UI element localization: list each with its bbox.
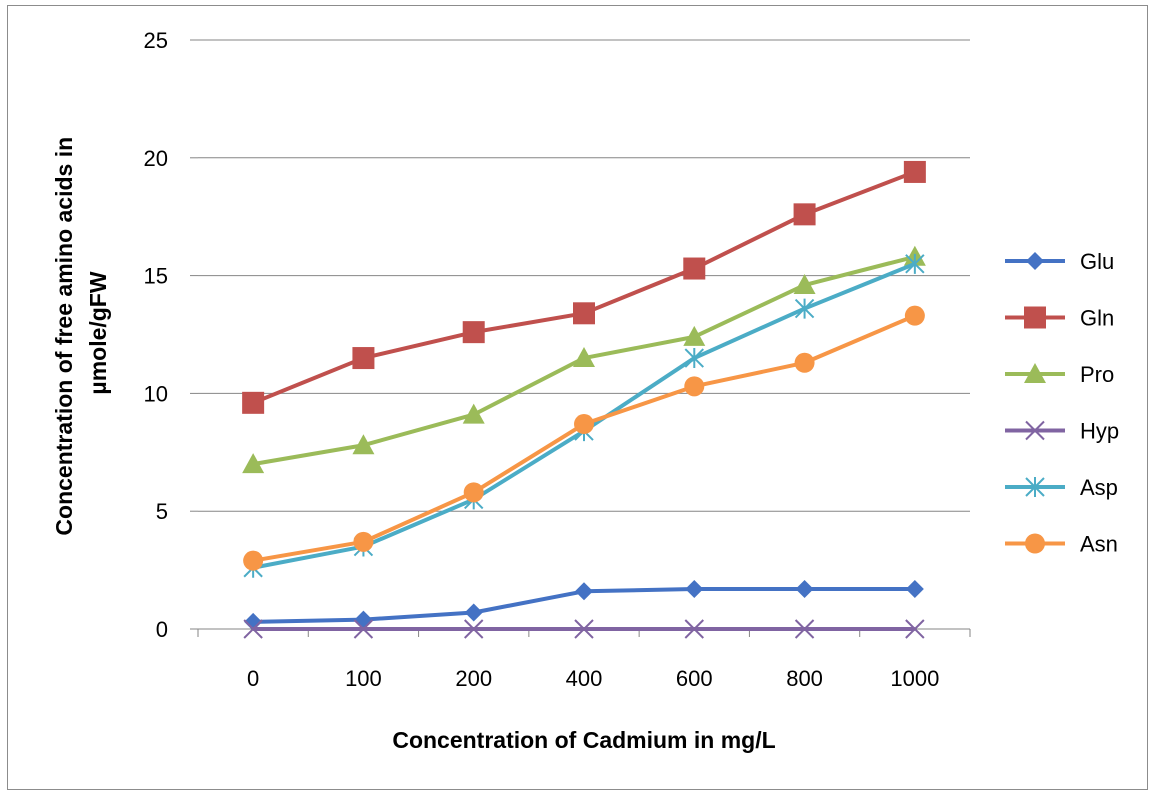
- data-point-asp: [905, 253, 925, 274]
- data-point-gln: [573, 302, 595, 325]
- legend-marker-asp: [1025, 477, 1045, 497]
- x-tick-label: 200: [455, 666, 492, 691]
- data-point-pro: [242, 453, 265, 474]
- x-tick-labels: 0 100 200 400 600 800 1000: [197, 629, 971, 691]
- data-point-gln: [352, 347, 375, 370]
- y-axis-title-line-2: µmole/gFW: [85, 271, 111, 394]
- y-tick-labels: 0 5 10 15 20 25: [144, 28, 168, 642]
- y-tick-label: 25: [144, 28, 168, 53]
- legend-item-asn: Asn: [1005, 532, 1118, 557]
- data-point-hyp: [905, 619, 925, 639]
- legend-label: Asn: [1080, 532, 1118, 557]
- data-point-hyp: [794, 619, 815, 639]
- series-lines: [242, 160, 926, 639]
- y-tick-label: 15: [144, 264, 168, 289]
- data-point-glu: [905, 579, 924, 598]
- x-tick-label: 800: [786, 666, 823, 691]
- legend-item-glu: Glu: [1005, 249, 1114, 274]
- legend-label: Glu: [1080, 249, 1114, 274]
- data-point-gln: [242, 391, 265, 414]
- data-point-asn: [684, 376, 705, 397]
- legend-marker-glu: [1026, 252, 1044, 270]
- x-tick-label: 0: [247, 666, 259, 691]
- legend-marker-asn: [1025, 533, 1045, 554]
- x-tick-label: 1000: [890, 666, 939, 691]
- x-tick-label: 400: [566, 666, 603, 691]
- legend-item-asp: Asp: [1005, 475, 1118, 500]
- data-point-asn: [794, 352, 815, 373]
- legend-label: Hyp: [1080, 419, 1119, 444]
- legend-label: Gln: [1080, 306, 1114, 331]
- data-point-asn: [574, 414, 594, 435]
- series-line-gln: [252, 170, 916, 405]
- legend-item-pro: Pro: [1005, 362, 1114, 387]
- data-point-asn: [353, 531, 374, 552]
- data-point-glu: [244, 612, 263, 631]
- data-point-hyp: [353, 619, 374, 639]
- data-point-asn: [904, 305, 925, 326]
- data-point-hyp: [574, 619, 594, 639]
- y-axis-title: Concentration of free amino acids in µmo…: [51, 130, 111, 535]
- data-point-gln: [903, 160, 926, 183]
- series-asn: [243, 305, 925, 571]
- data-point-glu: [575, 582, 593, 601]
- gridlines: [190, 39, 970, 630]
- y-tick-label: 20: [144, 146, 168, 171]
- y-tick-label: 0: [156, 617, 168, 642]
- y-tick-label: 5: [156, 499, 168, 524]
- data-point-pro: [573, 347, 595, 368]
- y-tick-label: 10: [144, 381, 168, 406]
- chart-frame: [7, 5, 1148, 790]
- data-point-hyp: [464, 619, 484, 639]
- y-axis-title-line-1: Concentration of free amino acids in: [51, 137, 77, 536]
- series-glu: [244, 579, 924, 631]
- x-tick-label: 600: [676, 666, 713, 691]
- data-point-pro: [462, 403, 485, 424]
- x-axis-title: Concentration of Cadmium in mg/L: [392, 727, 775, 753]
- data-point-glu: [795, 579, 814, 598]
- legend-marker-pro: [1024, 363, 1046, 383]
- legend-item-gln: Gln: [1005, 306, 1114, 331]
- data-point-asp: [684, 348, 704, 369]
- data-point-glu: [464, 603, 483, 622]
- legend-label: Asp: [1080, 475, 1118, 500]
- data-point-hyp: [684, 619, 704, 639]
- legend-marker-gln: [1024, 306, 1046, 329]
- data-point-pro: [683, 325, 706, 346]
- data-point-glu: [685, 579, 704, 598]
- legend: Glu Gln Pro Hyp Asp Asn: [1005, 249, 1119, 557]
- legend-label: Pro: [1080, 362, 1114, 387]
- data-point-gln: [683, 257, 706, 280]
- series-pro: [242, 245, 926, 474]
- legend-item-hyp: Hyp: [1005, 419, 1119, 444]
- x-tick-label: 100: [345, 666, 382, 691]
- data-point-gln: [462, 321, 485, 344]
- data-point-glu: [354, 610, 373, 629]
- data-point-pro: [352, 434, 375, 455]
- data-point-hyp: [243, 619, 263, 639]
- series-hyp: [243, 619, 925, 639]
- data-point-asp: [794, 298, 815, 319]
- series-gln: [242, 160, 926, 414]
- data-point-asn: [243, 550, 264, 571]
- data-point-asn: [463, 482, 484, 503]
- data-point-pro: [793, 274, 816, 295]
- data-point-gln: [793, 203, 816, 226]
- legend-marker-hyp: [1025, 420, 1045, 441]
